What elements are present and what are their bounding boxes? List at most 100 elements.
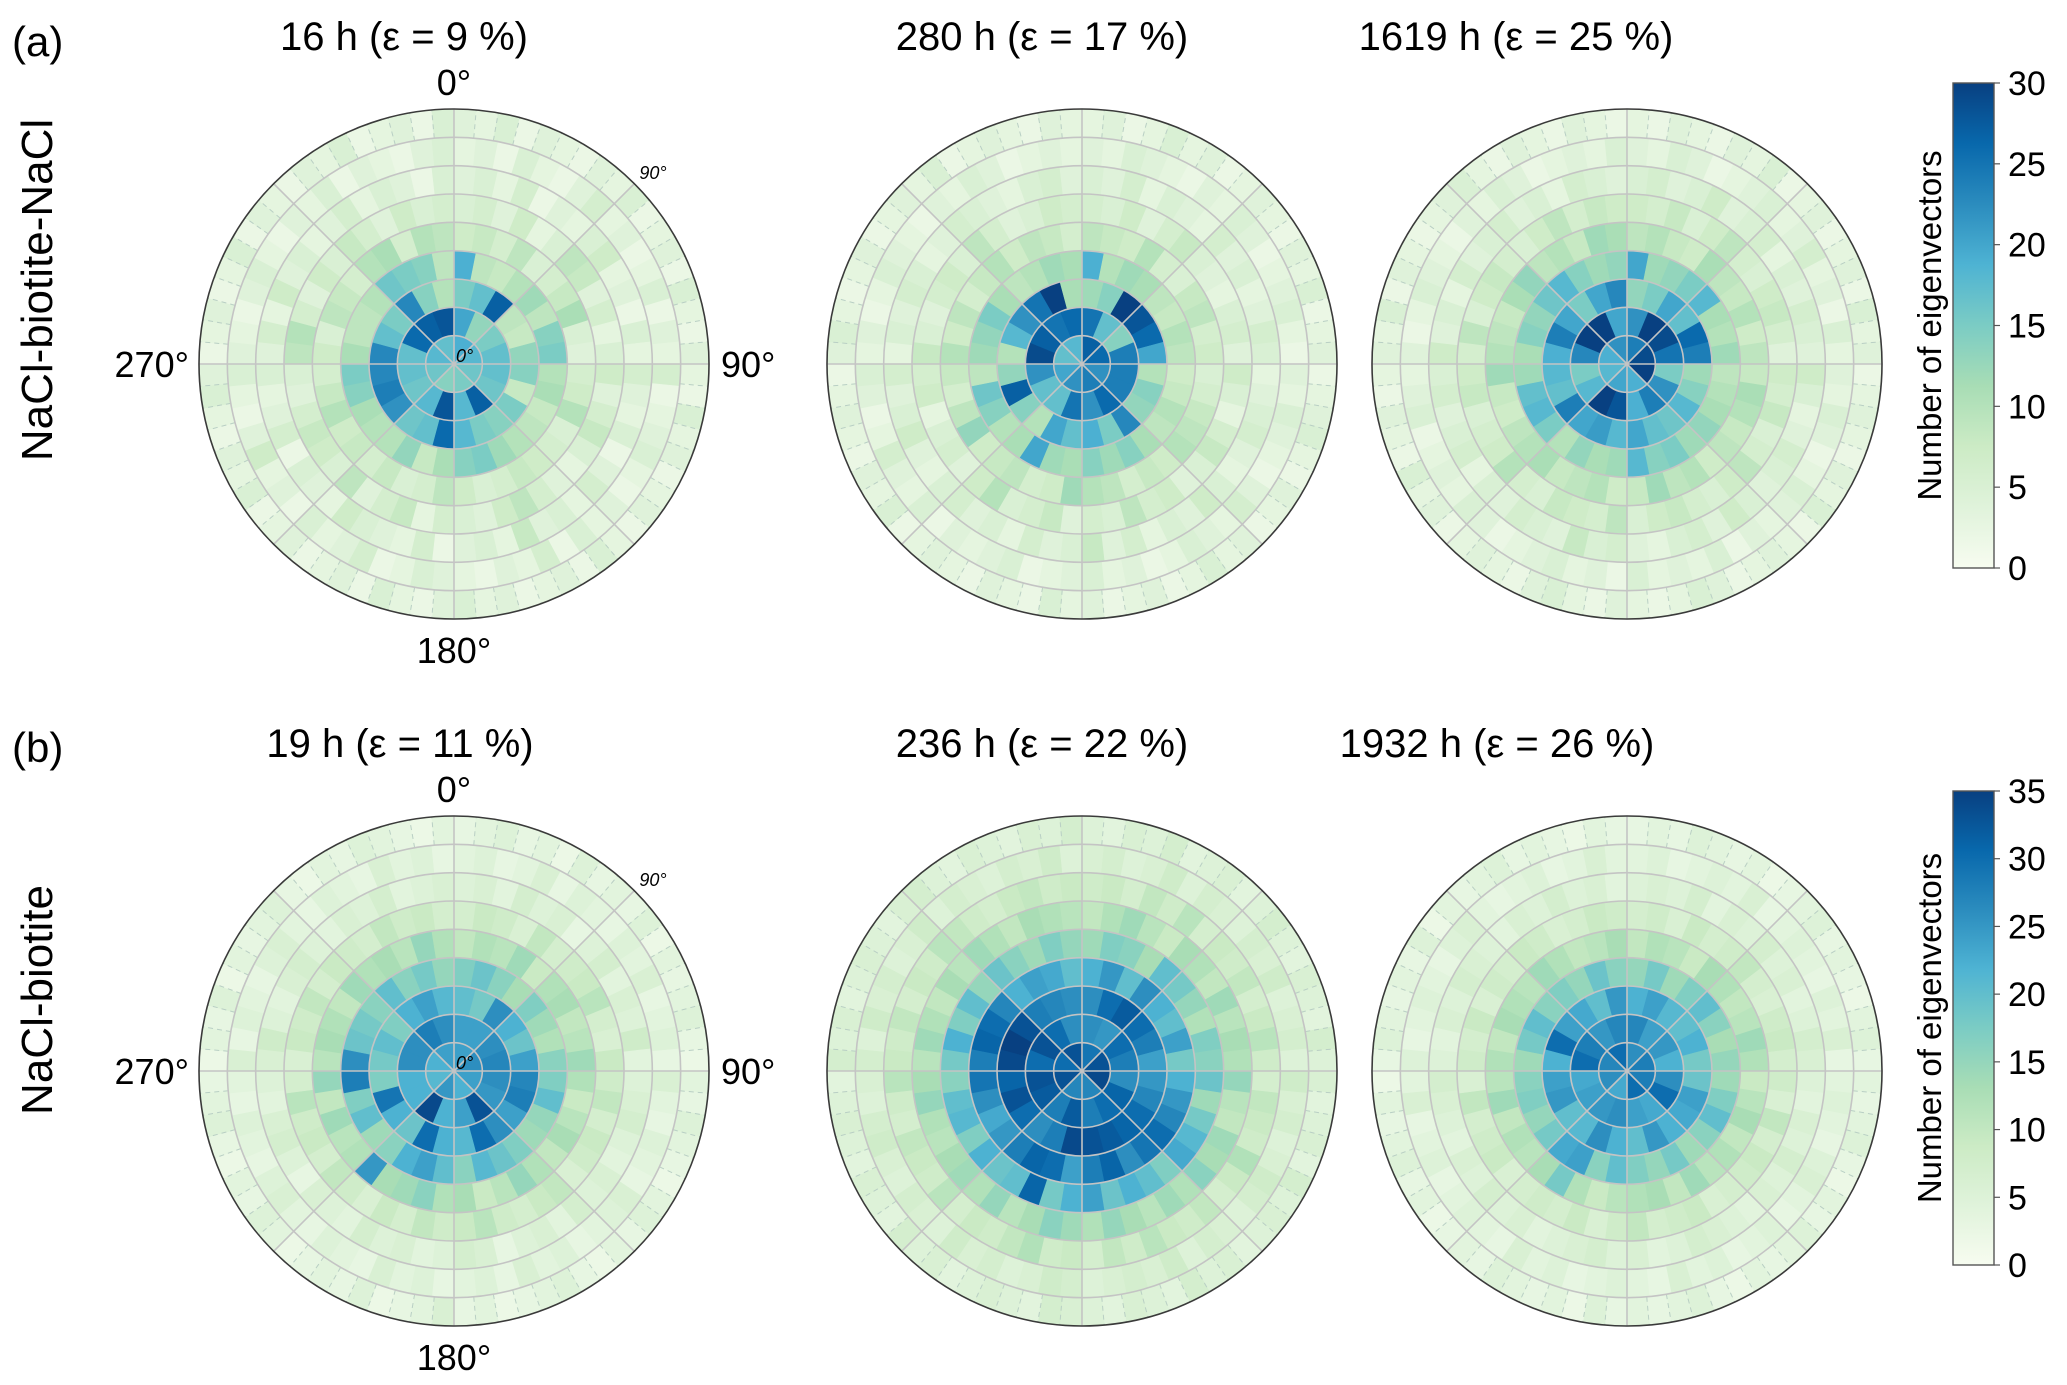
cell — [255, 363, 286, 387]
cell — [1081, 589, 1105, 620]
cell — [1428, 1070, 1459, 1094]
cell — [911, 1070, 942, 1094]
sector-divider — [1685, 582, 1694, 611]
sector-divider — [1177, 132, 1191, 159]
sector-divider — [1704, 576, 1715, 604]
sector-divider — [1405, 943, 1431, 959]
sector-divider — [1211, 154, 1229, 179]
sector-divider — [1159, 124, 1170, 152]
cell — [1626, 108, 1650, 139]
sector-divider — [1287, 1166, 1314, 1180]
sector-divider — [886, 1216, 909, 1236]
sector-divider — [1812, 493, 1837, 511]
sector-divider — [1850, 402, 1879, 409]
colorbars: 0 5 10 15 20 25 30 Number of eigenvectors 0 5 10 15… — [1911, 65, 2046, 1285]
cell — [1626, 589, 1650, 620]
sector-divider — [1739, 142, 1755, 168]
cell — [1307, 341, 1338, 365]
sector-divider — [1756, 1256, 1774, 1281]
angle-label-180: 180° — [417, 630, 491, 671]
cell — [679, 1070, 710, 1094]
sector-divider — [835, 1129, 864, 1138]
sector-divider — [677, 1026, 706, 1033]
sector-divider — [842, 983, 870, 994]
sector-divider — [1375, 402, 1404, 409]
sector-divider — [258, 906, 281, 926]
cell — [453, 1239, 477, 1270]
sector-divider — [531, 576, 542, 604]
grid-spoke — [453, 1070, 635, 1252]
sector-divider — [566, 1267, 582, 1293]
sector-divider — [1140, 582, 1149, 611]
sector-divider — [244, 493, 269, 511]
sector-divider — [431, 589, 435, 619]
sector-divider — [258, 509, 281, 529]
sector-divider — [512, 117, 521, 146]
sector-divider — [1255, 906, 1278, 926]
angle-label-270: 270° — [115, 1051, 189, 1092]
sector-divider — [1839, 983, 1867, 994]
cell — [453, 815, 477, 846]
cell — [651, 363, 681, 387]
sector-divider — [366, 1283, 377, 1311]
sector-divider — [1499, 560, 1515, 586]
sector-divider — [1417, 217, 1442, 235]
sector-divider — [666, 1148, 694, 1159]
sector-divider — [1307, 383, 1337, 387]
sector-divider — [1704, 1283, 1715, 1311]
grid-spoke — [1446, 1070, 1628, 1252]
cell — [1604, 165, 1628, 196]
sector-divider — [1560, 824, 1569, 853]
sector-divider — [1518, 569, 1532, 596]
cell — [198, 363, 229, 387]
cell — [1081, 815, 1105, 846]
cell — [1081, 137, 1105, 167]
sector-divider — [827, 1090, 857, 1094]
sector-divider — [1560, 1289, 1569, 1318]
sector-divider — [202, 319, 231, 326]
cell — [431, 589, 455, 620]
sector-divider — [307, 1256, 325, 1281]
cell — [1604, 561, 1628, 591]
cell — [1626, 561, 1650, 591]
colorbar-label: Number of eigenvectors — [1911, 853, 1948, 1203]
sector-divider — [1582, 819, 1589, 848]
grid-spoke — [273, 1070, 455, 1252]
cell — [431, 561, 455, 591]
cell — [1059, 844, 1083, 874]
grid-spoke — [901, 1070, 1083, 1252]
sector-divider — [659, 962, 686, 976]
sector-divider — [1772, 875, 1792, 898]
sector-divider — [222, 255, 249, 269]
sector-divider — [1387, 441, 1415, 452]
sector-divider — [1646, 109, 1650, 139]
outer-circle — [198, 108, 710, 620]
sector-divider — [1582, 1294, 1589, 1323]
cell — [1824, 1048, 1854, 1072]
sector-divider — [830, 1109, 859, 1116]
sector-divider — [549, 1276, 563, 1303]
sector-divider — [1015, 1289, 1024, 1318]
sector-divider — [1462, 168, 1482, 191]
panel-title-a1: 16 h (ε = 9 %) — [280, 15, 528, 59]
sector-divider — [627, 509, 650, 529]
sector-divider — [1380, 1129, 1409, 1138]
cell — [255, 1070, 286, 1094]
cell — [1081, 561, 1105, 591]
colorbar-frame — [1952, 790, 1995, 1266]
cell — [1852, 1070, 1883, 1094]
grid-spoke — [273, 890, 455, 1072]
sector-divider — [1287, 459, 1314, 473]
sector-divider — [1395, 962, 1422, 976]
sector-divider — [835, 422, 864, 431]
sector-divider — [1812, 924, 1837, 942]
sector-divider — [954, 849, 970, 875]
sector-divider — [1211, 1256, 1229, 1281]
sector-divider — [860, 1183, 886, 1199]
sector-divider — [860, 476, 886, 492]
sector-divider — [549, 569, 563, 596]
cell — [1604, 872, 1628, 903]
cell — [1626, 1268, 1650, 1298]
sector-divider — [1823, 236, 1849, 252]
sector-divider — [1462, 1244, 1482, 1267]
